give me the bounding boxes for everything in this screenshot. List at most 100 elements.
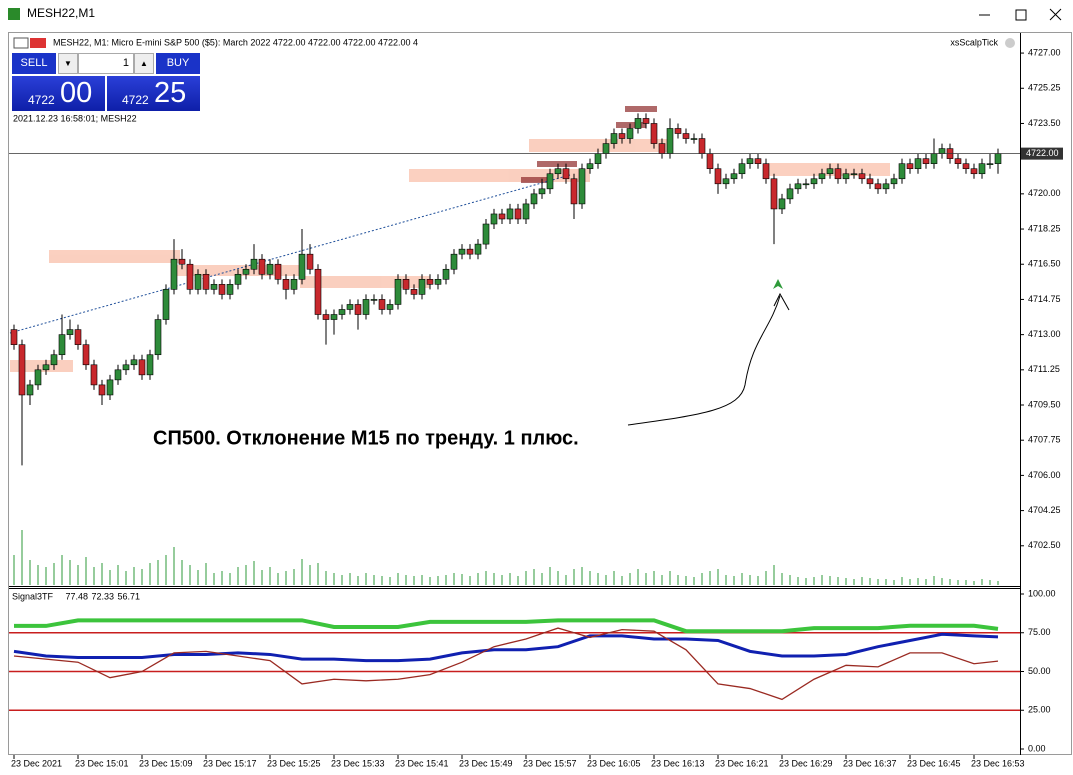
close-button[interactable] — [1049, 8, 1062, 21]
y-tick-label: 4707.75 — [1028, 435, 1061, 445]
candle-body — [834, 168, 842, 180]
candle-body — [290, 279, 298, 290]
y-tick-label: 75.00 — [1028, 627, 1051, 637]
buy-button[interactable]: BUY — [156, 53, 200, 74]
candle-body — [986, 163, 994, 165]
candle-body — [786, 188, 794, 200]
candle-body — [914, 158, 922, 170]
candle-body — [818, 173, 826, 180]
volume-input[interactable]: 1 — [78, 53, 134, 74]
candle-body — [850, 173, 858, 176]
candle-body — [482, 223, 490, 245]
candle-body — [858, 173, 866, 180]
indicator-line — [13, 632, 999, 663]
candle-body — [306, 253, 314, 270]
candle-body — [658, 143, 666, 154]
indicator-value: 77.48 — [65, 591, 88, 601]
candle-body — [642, 118, 650, 124]
candle-body — [778, 198, 786, 210]
candle-body — [602, 143, 610, 154]
candle-body — [930, 153, 938, 164]
y-tick-label: 0.00 — [1028, 743, 1046, 753]
candle-body — [866, 178, 874, 185]
candle-body — [410, 289, 418, 295]
candle-body — [826, 168, 834, 175]
candle-body — [938, 148, 946, 154]
candle-body — [266, 263, 274, 275]
sell-points: 00 — [60, 77, 93, 109]
candle-body — [906, 163, 914, 170]
candle-body — [18, 344, 26, 396]
x-tick-label: 23 Dec 16:05 — [587, 758, 641, 768]
expert-icon — [1005, 38, 1015, 48]
candle-body — [122, 364, 130, 371]
x-tick-label: 23 Dec 15:17 — [203, 758, 257, 768]
candle-body — [578, 168, 586, 205]
candle-body — [690, 138, 698, 140]
candle-body — [530, 193, 538, 205]
candle-body — [762, 163, 770, 180]
candle-body — [754, 158, 762, 164]
trend-line — [9, 174, 571, 334]
y-tick-label: 4725.25 — [1028, 83, 1061, 93]
y-tick-label: 4709.50 — [1028, 399, 1061, 409]
y-tick-label: 4713.00 — [1028, 329, 1061, 339]
volume-down[interactable]: ▼ — [58, 53, 78, 74]
levels — [521, 106, 657, 183]
buy-price: 4722 — [122, 93, 149, 107]
candle-body — [362, 299, 370, 315]
candle-body — [610, 133, 618, 144]
x-tick-label: 23 Dec 2021 — [11, 758, 62, 768]
candle-body — [210, 284, 218, 290]
x-tick-label: 23 Dec 16:53 — [971, 758, 1025, 768]
sell-price-box[interactable]: 4722 00 — [12, 76, 105, 111]
candle-body — [738, 163, 746, 175]
candle-body — [802, 183, 810, 186]
candle-body — [346, 304, 354, 310]
candle-body — [498, 213, 506, 220]
zone — [49, 250, 180, 263]
candle-body — [274, 263, 282, 280]
x-tick-label: 23 Dec 15:25 — [267, 758, 321, 768]
candle-body — [554, 168, 562, 175]
candle-body — [890, 178, 898, 185]
y-tick-label: 4723.50 — [1028, 118, 1061, 128]
y-tick-label: 4704.25 — [1028, 505, 1061, 515]
candle-body — [514, 208, 522, 220]
candle-body — [58, 334, 66, 356]
candle-body — [426, 279, 434, 285]
candle-body — [98, 384, 106, 396]
y-tick-label: 4720.00 — [1028, 188, 1061, 198]
candle-body — [90, 364, 98, 386]
candle-body — [354, 304, 362, 315]
candle-body — [522, 203, 530, 220]
x-tick-label: 23 Dec 15:57 — [523, 758, 577, 768]
y-tick-label: 4727.00 — [1028, 47, 1061, 57]
candle-body — [562, 168, 570, 180]
candle-body — [146, 354, 154, 376]
x-tick-label: 23 Dec 16:45 — [907, 758, 961, 768]
candle-body — [314, 268, 322, 315]
candle-body — [506, 208, 514, 220]
candle-body — [226, 284, 234, 295]
indicator-line — [14, 618, 999, 634]
candle-body — [154, 319, 162, 356]
candle-body — [698, 138, 706, 154]
sell-button[interactable]: SELL — [12, 53, 56, 74]
x-tick-label: 23 Dec 16:13 — [651, 758, 705, 768]
maximize-button[interactable] — [1015, 9, 1027, 21]
candle-body — [474, 243, 482, 255]
candle-body — [874, 183, 882, 190]
trade-panel: SELL ▼ 1 ▲ BUY 4722 00 4722 25 — [12, 53, 200, 111]
volume-up[interactable]: ▲ — [134, 53, 154, 74]
candle-body — [282, 279, 290, 290]
candle-body — [586, 163, 594, 170]
current-price-label: 4722.00 — [1026, 148, 1059, 158]
candle-body — [842, 173, 850, 180]
buy-price-box[interactable]: 4722 25 — [107, 76, 200, 111]
level-box — [537, 161, 577, 167]
indicator-value: 56.71 — [117, 591, 140, 601]
y-tick-label: 50.00 — [1028, 666, 1051, 676]
candle-body — [626, 128, 634, 139]
candle-body — [42, 364, 50, 371]
